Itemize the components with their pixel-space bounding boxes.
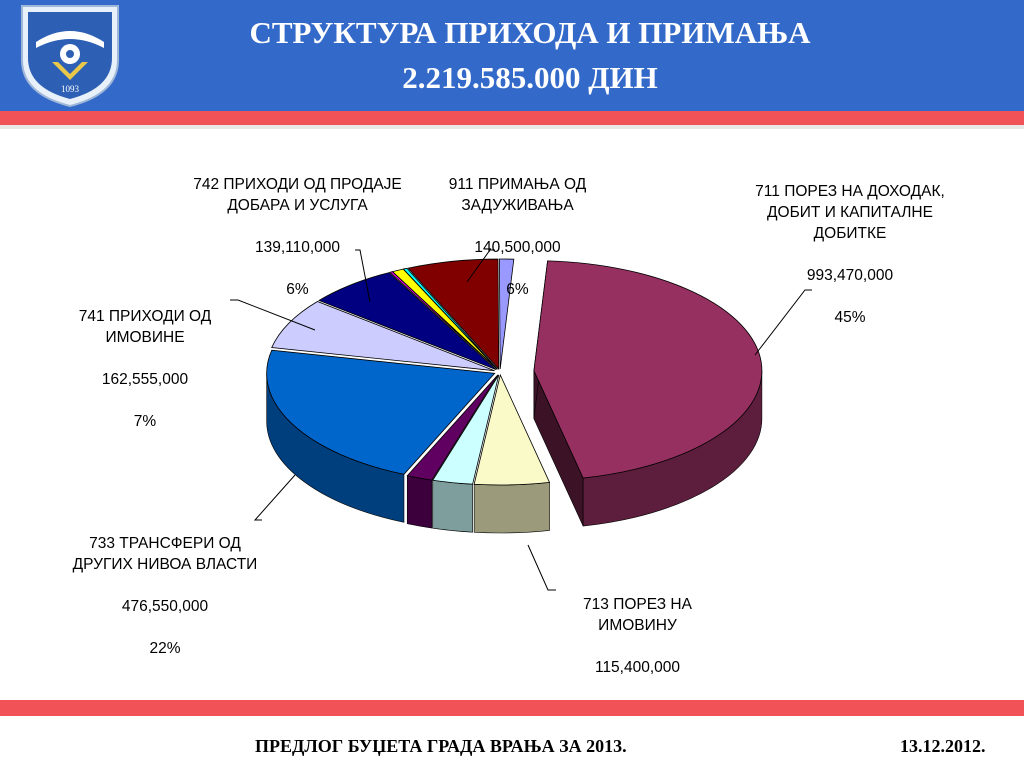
- footer-date: 13.12.2012.: [900, 736, 986, 756]
- label-733-name: 733 ТРАНСФЕРИ ОД ДРУГИХ НИВОА ВЛАСТИ: [72, 535, 258, 573]
- pie-side-1-0: [473, 482, 550, 534]
- pie-slice-5: [271, 301, 495, 372]
- label-911-name: 911 ПРИМАЊА ОД ЗАДУЖИВАЊА: [448, 176, 587, 214]
- label-741-name: 741 ПРИХОДИ ОД ИМОВИНЕ: [78, 308, 212, 346]
- label-911-pct: 6%: [506, 281, 529, 298]
- pie-side-2-0: [432, 479, 473, 533]
- label-742-pct: 6%: [286, 281, 309, 298]
- pie-chart: [230, 249, 812, 591]
- pie-slice-3: [406, 374, 499, 481]
- leader-line-5: [230, 299, 316, 331]
- label-711: 711 ПОРЕЗ НА ДОХОДАК, ДОБИТ И КАПИТАЛНЕ …: [740, 160, 960, 349]
- leader-line-4: [253, 474, 296, 521]
- label-711-pct: 45%: [834, 309, 866, 326]
- title-line-2: 2.219.585.000 ДИН: [402, 60, 658, 95]
- logo-year: 1093: [61, 84, 80, 94]
- label-733-value: 476,550,000: [121, 598, 209, 615]
- leader-line-6: [355, 249, 371, 303]
- label-741-value: 162,555,000: [101, 371, 189, 388]
- label-911-value: 140,500,000: [474, 239, 561, 256]
- pie-slice-1: [473, 373, 551, 486]
- header-band: [0, 0, 1024, 111]
- leader-line-1: [527, 544, 556, 591]
- label-741: 741 ПРИХОДИ ОД ИМОВИНЕ 162,555,000 7%: [55, 285, 235, 453]
- label-742-name: 742 ПРИХОДИ ОД ПРОДАЈЕ ДОБАРА И УСЛУГА: [193, 176, 402, 214]
- label-742-value: 139,110,000: [254, 239, 341, 256]
- pie-slice-11: [498, 258, 515, 370]
- label-713-name: 713 ПОРЕЗ НА ИМОВИНУ: [583, 596, 692, 634]
- header-divider: [0, 125, 1024, 129]
- label-733-pct: 22%: [149, 640, 181, 657]
- leader-line-10: [466, 249, 495, 283]
- label-713-value: 115,400,000: [594, 659, 681, 676]
- pie-side-3-0: [406, 475, 433, 529]
- title-line-1: СТРУКТУРА ПРИХОДА И ПРИМАЊА: [249, 15, 811, 50]
- pie-slice-0: [533, 260, 763, 479]
- pie-slice-4: [266, 349, 496, 475]
- label-711-name: 711 ПОРЕЗ НА ДОХОДАК, ДОБИТ И КАПИТАЛНЕ …: [755, 183, 945, 242]
- pie-slice-2: [432, 374, 500, 485]
- footer-stripe: [0, 700, 1024, 716]
- leader-line-0: [754, 289, 812, 356]
- label-733: 733 ТРАНСФЕРИ ОД ДРУГИХ НИВОА ВЛАСТИ 476…: [60, 512, 270, 680]
- label-711-value: 993,470,000: [806, 267, 894, 284]
- label-911: 911 ПРИМАЊА ОД ЗАДУЖИВАЊА 140,500,000 6%: [425, 153, 610, 321]
- footer-band: [0, 716, 1024, 768]
- page-title: СТРУКТУРА ПРИХОДА И ПРИМАЊА 2.219.585.00…: [130, 10, 930, 100]
- label-741-pct: 7%: [133, 413, 157, 430]
- pie-slice-6: [318, 272, 497, 371]
- pie-slice-9: [402, 267, 498, 370]
- footer-title: ПРЕДЛОГ БУЏЕТА ГРАДА ВРАЊА ЗА 2013.: [255, 736, 627, 756]
- city-emblem-logo: 1093: [21, 5, 119, 108]
- pie-slice-10: [407, 258, 500, 371]
- header-stripe: [0, 111, 1024, 125]
- label-742: 742 ПРИХОДИ ОД ПРОДАЈЕ ДОБАРА И УСЛУГА 1…: [190, 153, 405, 321]
